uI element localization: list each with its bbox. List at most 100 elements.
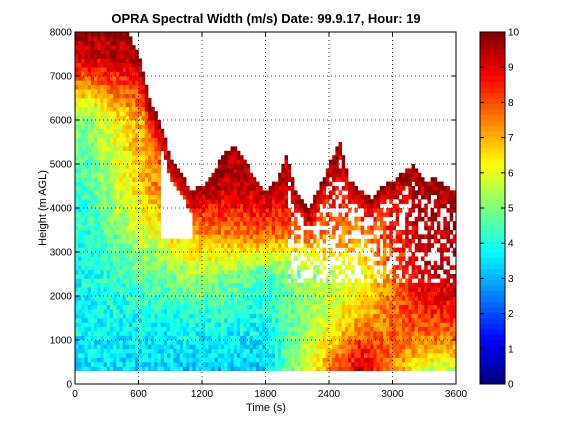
heatmap-cell — [300, 357, 304, 363]
heatmap-cell — [221, 256, 225, 262]
heatmap-cell — [338, 326, 342, 332]
heatmap-cell — [119, 216, 123, 222]
heatmap-cell — [341, 331, 346, 336]
heatmap-cell — [148, 362, 152, 367]
heatmap-cell — [233, 150, 238, 156]
heatmap-cell — [319, 186, 323, 191]
heatmap-cell — [278, 300, 282, 306]
heatmap-cell — [135, 168, 139, 174]
heatmap-cell — [230, 282, 235, 288]
heatmap-cell — [325, 291, 330, 297]
heatmap-cell — [75, 67, 79, 72]
heatmap-cell — [163, 150, 168, 156]
heatmap-cell — [90, 36, 95, 42]
heatmap-cell — [224, 348, 228, 354]
heatmap-cell — [389, 296, 393, 301]
heatmap-cell — [278, 335, 282, 341]
heatmap-cell — [284, 225, 289, 231]
heatmap-cell — [186, 296, 190, 301]
heatmap-cell — [122, 172, 127, 178]
heatmap-cell — [233, 199, 238, 204]
heatmap-cell — [354, 362, 358, 367]
heatmap-cell — [367, 212, 371, 218]
heatmap-cell — [148, 309, 152, 314]
heatmap-cell — [90, 40, 95, 46]
heatmap-cell — [217, 164, 222, 169]
heatmap-cell — [335, 326, 339, 332]
heatmap-cell — [160, 366, 165, 372]
heatmap-cell — [189, 296, 193, 301]
heatmap-cell — [138, 287, 142, 292]
heatmap-cell — [224, 340, 228, 345]
heatmap-cell — [252, 304, 257, 310]
heatmap-cell — [313, 348, 317, 354]
heatmap-cell — [119, 71, 123, 77]
heatmap-cell — [135, 243, 139, 248]
heatmap-cell — [297, 208, 301, 213]
heatmap-cell — [78, 274, 82, 279]
heatmap-cell — [271, 362, 276, 367]
heatmap-cell — [189, 208, 193, 213]
heatmap-cell — [205, 234, 209, 240]
heatmap-cell — [90, 300, 95, 306]
heatmap-cell — [160, 313, 165, 319]
heatmap-cell — [249, 335, 254, 341]
heatmap-cell — [224, 168, 228, 174]
heatmap-cell — [135, 216, 139, 222]
heatmap-cell — [316, 326, 320, 332]
heatmap-cell — [322, 247, 327, 253]
heatmap-cell — [87, 221, 92, 226]
heatmap-cell — [329, 344, 333, 350]
heatmap-cell — [367, 357, 371, 363]
heatmap-cell — [278, 326, 282, 332]
heatmap-cell — [195, 212, 200, 218]
heatmap-cell — [367, 225, 371, 231]
heatmap-cell — [309, 366, 314, 372]
heatmap-cell — [208, 304, 212, 310]
heatmap-cell — [376, 318, 381, 323]
heatmap-cell — [94, 300, 98, 306]
heatmap-cell — [100, 36, 104, 42]
heatmap-cell — [240, 260, 244, 266]
heatmap-cell — [135, 76, 139, 81]
heatmap-cell — [113, 322, 117, 328]
heatmap-cell — [116, 186, 120, 191]
heatmap-cell — [170, 243, 174, 248]
heatmap-cell — [240, 216, 244, 222]
heatmap-cell — [167, 265, 171, 270]
heatmap-cell — [259, 221, 263, 226]
heatmap-cell — [360, 269, 365, 275]
heatmap-cell — [379, 186, 384, 191]
heatmap-cell — [275, 260, 279, 266]
heatmap-cell — [392, 265, 396, 270]
heatmap-cell — [78, 128, 82, 134]
heatmap-cell — [402, 362, 406, 367]
heatmap-cell — [246, 230, 250, 235]
heatmap-cell — [148, 252, 152, 257]
heatmap-cell — [135, 260, 139, 266]
heatmap-cell — [94, 260, 98, 266]
heatmap-cell — [106, 80, 111, 86]
heatmap-cell — [141, 142, 146, 147]
heatmap-cell — [170, 256, 174, 262]
heatmap-cell — [278, 269, 282, 275]
heatmap-cell — [179, 291, 184, 297]
heatmap-cell — [211, 344, 215, 350]
heatmap-cell — [284, 265, 289, 270]
heatmap-cell — [243, 278, 247, 284]
heatmap-cell — [106, 194, 111, 200]
heatmap-cell — [402, 296, 406, 301]
heatmap-cell — [230, 322, 235, 328]
heatmap-cell — [132, 194, 136, 200]
heatmap-cell — [278, 243, 282, 248]
heatmap-cell — [227, 247, 231, 253]
heatmap-cell — [195, 269, 200, 275]
heatmap-cell — [211, 216, 215, 222]
heatmap-cell — [316, 340, 320, 345]
heatmap-cell — [148, 335, 152, 341]
heatmap-cell — [392, 304, 396, 310]
heatmap-cell — [363, 287, 368, 292]
heatmap-cell — [271, 238, 276, 244]
heatmap-cell — [386, 318, 390, 323]
heatmap-cell — [81, 159, 85, 165]
